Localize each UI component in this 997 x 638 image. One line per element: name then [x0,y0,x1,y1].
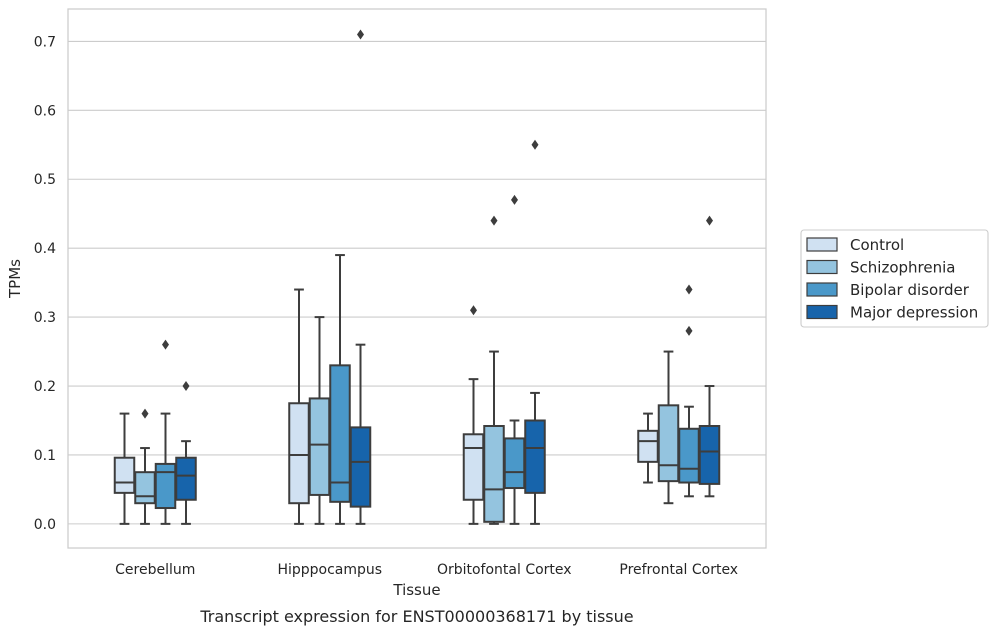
y-tick-label: 0.0 [34,517,56,533]
category-group [462,139,546,525]
x-tick-label: Orbitofontal Cortex [437,562,572,578]
box [524,419,546,494]
outlier-point [685,284,693,295]
box [483,425,505,523]
outlier-point [706,215,713,226]
legend-swatch [806,259,838,275]
box [698,425,721,485]
y-tick-label: 0.3 [34,310,56,326]
box-groups [113,29,721,525]
box [134,471,156,505]
legend-swatch [806,237,838,252]
category-group [113,339,197,525]
x-tick-label: Hipppocampus [277,562,382,578]
x-tick-label: Cerebellum [115,562,195,578]
outlier-point [470,305,477,316]
box [329,364,351,503]
x-tick-labels: Cerebellum Hipppocampus Orbitofontal Corte… [115,562,738,578]
plot-area [67,8,767,549]
legend-label: Control [850,236,904,254]
box [637,429,659,463]
box [503,437,526,490]
legend-frame [800,229,989,328]
box [657,404,680,483]
box [308,397,331,496]
legend-swatch [806,304,838,320]
box [288,402,310,505]
outlier-point [182,381,190,392]
y-tick-labels: 0.0 0.1 0.2 0.3 0.4 0.5 0.6 0.7 [34,34,56,532]
legend-label: Major depression [850,304,978,322]
x-axis-label: Tissue [392,581,440,599]
legend-swatch [806,282,838,297]
box [175,456,197,501]
outlier-point [162,339,169,350]
outlier-point [511,194,518,205]
box [349,426,372,508]
x-tick-label: Prefrontal Cortex [619,562,738,578]
y-tick-label: 0.6 [34,103,56,119]
outlier-point [490,215,498,226]
y-tick-label: 0.5 [34,172,56,188]
legend-label: Schizophrenia [850,259,955,277]
outlier-point [531,139,539,150]
category-group [288,29,372,525]
outlier-point [685,325,693,336]
y-tick-label: 0.2 [34,379,56,395]
box [113,456,136,494]
outlier-point [357,29,364,40]
legend: Control Schizophrenia Bipolar disorder Majo… [800,229,989,328]
legend-label: Bipolar disorder [850,281,970,299]
box [462,433,485,501]
category-group [637,215,721,505]
y-axis-label: TPMs [6,259,24,299]
box [678,427,700,484]
chart-caption: Transcript expression for ENST0000036817… [199,607,633,626]
y-tick-label: 0.1 [34,448,56,464]
y-tick-label: 0.4 [34,241,56,257]
outlier-point [141,408,149,419]
y-tick-label: 0.7 [34,34,56,50]
box [154,462,177,510]
